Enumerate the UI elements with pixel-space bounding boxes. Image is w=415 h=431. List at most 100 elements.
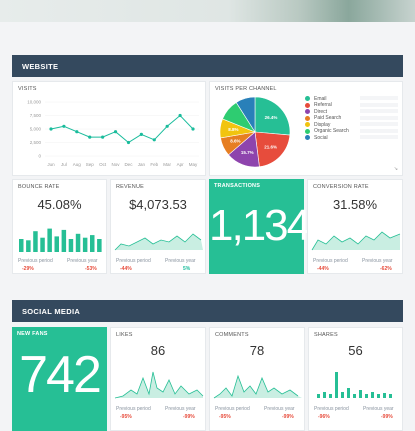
transactions-value: 1,134 — [209, 201, 311, 250]
shares-prev-label: Previous period — [314, 406, 349, 412]
top-banner — [0, 0, 415, 22]
bounce-bar — [26, 240, 31, 252]
visits-y-tick: 7,500 — [30, 113, 42, 118]
pie-slice-label: 8.8% — [228, 127, 238, 132]
comments-card: COMMENTS 78 Previous period Previous yea… — [209, 327, 305, 431]
visits-point — [49, 127, 53, 131]
visits-point — [88, 135, 92, 139]
legend-swatch — [305, 115, 310, 121]
legend-item: Paid Search — [305, 115, 405, 122]
bounce-rate-title: BOUNCE RATE — [18, 184, 60, 190]
bounce-bar — [40, 237, 45, 252]
bounce-year-label: Previous year — [67, 258, 98, 264]
bounce-bar — [75, 233, 81, 252]
pie-slice — [235, 96, 256, 134]
legend-item: Display — [305, 121, 405, 128]
bounce-bar — [19, 239, 24, 252]
bounce-bar — [82, 237, 88, 252]
shares-prev-delta: -96% — [318, 414, 330, 420]
legend-item: Social — [305, 134, 405, 141]
conversion-year-label: Previous year — [362, 258, 393, 264]
conversion-prev-label: Previous period — [313, 258, 348, 264]
legend-label: Direct — [314, 108, 328, 115]
bounce-bar — [97, 239, 102, 252]
comments-title: COMMENTS — [215, 332, 249, 338]
revenue-prev-label: Previous period — [116, 258, 151, 264]
legend-item: Referral — [305, 102, 405, 109]
legend-swatch — [305, 102, 310, 108]
legend-swatch — [305, 96, 310, 101]
legend-bar — [360, 102, 398, 107]
legend-label: Email — [314, 95, 327, 102]
legend-swatch — [305, 109, 310, 114]
pie-slice-label: 21.6% — [264, 145, 277, 150]
visits-x-tick: Jan — [138, 162, 146, 167]
visits-x-tick: Apr — [177, 162, 185, 167]
revenue-prev-delta: -44% — [120, 266, 132, 272]
shares-value: 56 — [348, 343, 363, 358]
comments-year-label: Previous year — [264, 406, 295, 412]
visits-x-tick: Aug — [73, 162, 82, 167]
channels-pie-chart: 26.4% 21.6% 15.7% 8.6% 8.8% — [219, 96, 291, 168]
visits-point — [178, 113, 182, 118]
expand-icon[interactable]: ↘ — [393, 166, 398, 172]
visits-x-tick: Jun — [47, 162, 55, 167]
legend-bar — [360, 135, 398, 139]
shares-year-delta: -99% — [381, 414, 393, 420]
visits-y-tick: 2,500 — [30, 140, 42, 145]
bounce-rate-value: 45.08% — [37, 197, 82, 212]
legend-bar — [360, 109, 398, 113]
pie-slice-label: 8.6% — [230, 139, 240, 144]
visits-x-tick: Dec — [124, 162, 133, 167]
conversion-rate-title: CONVERSION RATE — [313, 184, 369, 190]
pie-slice-label: 26.4% — [265, 115, 278, 120]
visits-y-tick: 5,000 — [30, 127, 42, 132]
legend-label: Social — [314, 134, 328, 141]
transactions-title: TRANSACTIONS — [214, 183, 261, 189]
legend-swatch — [305, 128, 310, 134]
visits-point — [126, 140, 131, 145]
bounce-bar — [54, 236, 59, 252]
visits-point — [139, 132, 143, 136]
likes-card: LIKES 86 Previous period Previous year -… — [110, 327, 206, 431]
visits-point — [165, 124, 169, 128]
bounce-rate-card: BOUNCE RATE 45.08% Previous period Previ… — [12, 179, 107, 274]
legend-bar — [360, 115, 398, 120]
legend-item: Organic Search — [305, 128, 405, 135]
legend-label: Referral — [314, 102, 332, 108]
likes-title: LIKES — [116, 332, 133, 338]
visits-x-tick: Nov — [112, 162, 121, 167]
likes-prev-delta: -95% — [120, 414, 132, 420]
legend-label: Paid Search — [314, 115, 342, 121]
visits-x-tick: Mar — [163, 162, 171, 167]
legend-bar — [360, 96, 398, 100]
conversion-prev-delta: -44% — [317, 266, 329, 272]
shares-bar-chart — [317, 372, 392, 398]
revenue-title: REVENUE — [116, 184, 144, 190]
visits-point — [62, 124, 66, 128]
revenue-value: $4,073.53 — [129, 197, 187, 212]
revenue-card: REVENUE $4,073.53 Previous period Previo… — [110, 179, 206, 274]
comments-value: 78 — [249, 343, 265, 358]
likes-value: 86 — [150, 343, 166, 358]
visits-x-tick: Feb — [150, 162, 158, 167]
conversion-rate-card: CONVERSION RATE 31.58% Previous period P… — [307, 179, 403, 274]
conversion-rate-value: 31.58% — [332, 197, 378, 212]
bounce-prev-label: Previous period — [18, 258, 53, 264]
transactions-card: TRANSACTIONS 1,134 — [209, 179, 311, 274]
new-fans-title: NEW FANS — [17, 331, 48, 337]
legend-swatch — [305, 122, 310, 127]
visits-point — [75, 130, 79, 134]
comments-prev-delta: -95% — [219, 414, 231, 420]
bounce-bar-chart — [19, 228, 102, 252]
shares-year-label: Previous year — [363, 406, 394, 412]
likes-prev-label: Previous period — [116, 406, 151, 412]
visits-point — [152, 138, 156, 142]
visits-point — [101, 135, 105, 139]
visits-y-tick: 10,000 — [27, 100, 41, 105]
revenue-year-delta: 5% — [183, 266, 191, 272]
legend-label: Organic Search — [314, 128, 349, 134]
new-fans-card: NEW FANS 742 — [12, 327, 107, 431]
visits-x-tick: Jul — [61, 162, 67, 167]
visits-point — [113, 130, 118, 134]
